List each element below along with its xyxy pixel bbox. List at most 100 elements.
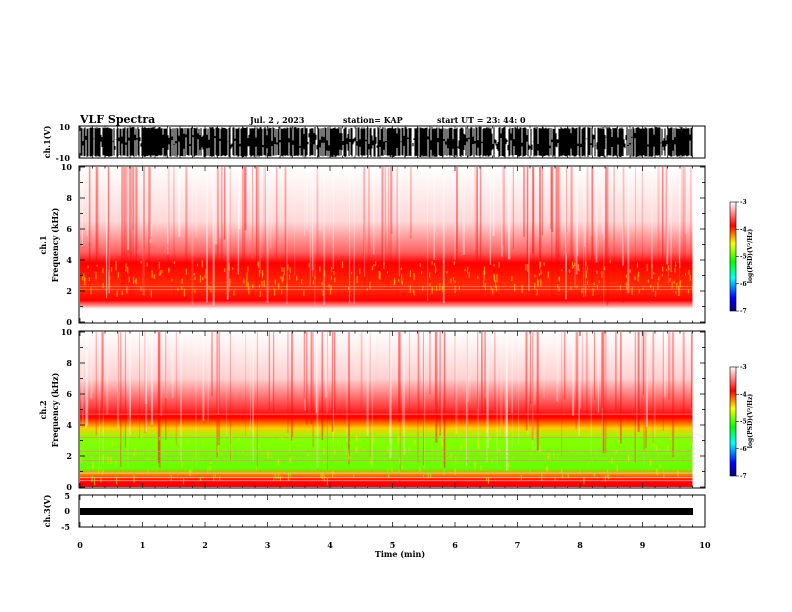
spectrogram-speck <box>442 285 444 293</box>
colorbar-tick-label: -6 <box>740 446 747 453</box>
spectrogram-speck <box>323 460 325 464</box>
spectrogram-speck <box>419 263 421 267</box>
spectrogram-speck <box>372 437 374 445</box>
spectrogram-speck <box>330 450 332 459</box>
spectrogram-speck <box>429 283 431 287</box>
spectrogram-speck <box>133 452 135 457</box>
spectrogram-speck <box>587 280 589 285</box>
spectrogram-streak <box>108 167 110 294</box>
spectrogram-streak <box>456 167 458 262</box>
spectrogram-streak <box>585 167 587 297</box>
spectrogram-speck <box>337 439 339 446</box>
spectrogram-speck <box>110 267 113 272</box>
spectrogram-streak <box>127 332 129 468</box>
spectrogram-speck <box>356 276 358 284</box>
spectrogram-speck <box>198 448 200 456</box>
spectrogram-speck <box>288 274 291 280</box>
spectrogram-streak <box>583 167 585 297</box>
spectrogram-speck <box>679 280 681 288</box>
spectrogram-speck <box>281 267 283 272</box>
ch1-waveform-panel: 10 -10 ch.1(V) <box>42 122 706 163</box>
spectrogram-speck <box>387 447 389 453</box>
spectrogram-speck <box>647 452 649 458</box>
spectrogram-speck <box>579 465 581 474</box>
spectrogram-speck <box>330 285 332 291</box>
spectrogram-speck <box>171 279 173 282</box>
spectrogram-speck <box>261 281 263 287</box>
spectrogram-streak <box>217 332 220 415</box>
spectrogram-speck <box>87 265 89 269</box>
spectrogram-speck <box>185 268 187 275</box>
spectrogram-speck <box>670 437 672 440</box>
spectrogram-streak <box>306 167 308 231</box>
spectrogram-streak <box>312 332 314 448</box>
spectrogram-streak <box>294 167 296 276</box>
spectrogram-speck <box>312 280 315 285</box>
spectrogram-speck <box>310 435 312 444</box>
spectrogram-speck <box>537 280 539 287</box>
spectrogram-streak <box>132 167 135 297</box>
spectrogram-speck <box>412 289 415 293</box>
spectrogram-speck <box>454 285 456 294</box>
spectrogram-speck <box>409 270 411 278</box>
spectrogram-streak <box>433 167 436 260</box>
spectrogram-streak <box>595 167 598 263</box>
spectrogram-speck <box>262 452 264 456</box>
spectrogram-speck <box>324 270 326 277</box>
spectrogram-streak <box>238 167 241 230</box>
spectrogram-streak <box>487 332 489 449</box>
spectrogram-speck <box>432 446 434 452</box>
spectrogram-streak <box>263 167 265 270</box>
spectrogram-streak <box>479 167 481 298</box>
spectrogram-speck <box>606 474 608 478</box>
spectrogram-speck <box>111 440 113 446</box>
spectrogram-speck <box>242 449 244 454</box>
spectrogram-speck <box>560 269 563 272</box>
spectrogram-streak <box>581 332 584 422</box>
spectrogram-streak <box>332 167 334 270</box>
spectrogram-streak <box>331 332 333 432</box>
spectrogram-speck <box>88 277 90 282</box>
spectrogram-streak <box>268 332 271 411</box>
ch1-colorbar: -3 -4 -5 -6 -7 log(PSD)(V²/Hz) <box>729 199 754 315</box>
spectrogram-streak <box>139 332 140 439</box>
spectrogram-streak <box>129 332 132 435</box>
spectrogram-streak <box>574 167 577 289</box>
spectrogram-speck <box>629 269 631 273</box>
spectrogram-speck <box>452 277 455 281</box>
spectrogram-speck <box>665 268 668 272</box>
ch3-waveform-ylabel: ch.3(V) <box>42 494 52 527</box>
spectrogram-speck <box>567 473 569 478</box>
spectrogram-speck <box>132 276 135 284</box>
spectrogram-speck <box>213 475 215 481</box>
spectrogram-streak <box>272 332 275 415</box>
spectrogram-streak <box>318 167 321 231</box>
spectrogram-speck <box>383 262 385 266</box>
colorbar-tick-label: -3 <box>740 199 747 206</box>
spectrogram-speck <box>292 437 294 442</box>
spectrogram-speck <box>583 476 585 484</box>
spectrogram-speck <box>359 268 361 274</box>
spectrogram-speck <box>534 283 536 290</box>
spectrogram-speck <box>643 449 645 458</box>
spectrogram-streak <box>533 332 536 405</box>
spectrogram-streak <box>576 167 579 256</box>
spectrogram-streak <box>191 167 194 306</box>
spectrogram-speck <box>492 288 494 294</box>
spectrogram-speck <box>158 436 161 441</box>
frequency-tick-label: 4 <box>66 255 72 265</box>
spectrogram-streak <box>167 167 170 279</box>
spectrogram-speck <box>214 473 217 477</box>
spectrogram-speck <box>672 452 674 456</box>
spectrogram-speck <box>135 437 138 445</box>
spectrogram-streak <box>579 332 581 409</box>
spectrogram-speck <box>201 260 203 268</box>
spectrogram-streak <box>645 332 647 448</box>
spectrogram-speck <box>404 437 406 440</box>
spectrogram-speck <box>341 261 344 269</box>
time-axis-label: Time (min) <box>375 549 425 559</box>
spectrogram-speck <box>539 445 541 453</box>
spectrogram-speck <box>529 469 531 474</box>
spectrogram-speck <box>519 444 521 448</box>
spectrogram-streak <box>601 332 603 409</box>
